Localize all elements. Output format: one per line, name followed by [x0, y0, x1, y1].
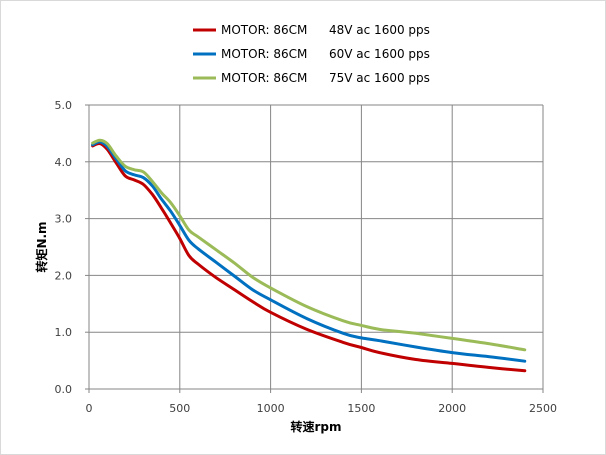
series-line-3: [91, 138, 527, 352]
legend-condition-3: 75V ac 1600 pps: [329, 71, 430, 85]
x-tick-label-5: 2500: [529, 402, 557, 415]
legend-name-1: MOTOR: 86CM: [221, 23, 307, 37]
series-line-1: [91, 142, 527, 373]
legend-name-3: MOTOR: 86CM: [221, 71, 307, 85]
axes: [85, 104, 544, 393]
y-tick-label-4: 4.0: [55, 156, 73, 169]
legend-name-2: MOTOR: 86CM: [221, 47, 307, 61]
x-tick-label-0: 0: [86, 402, 93, 415]
legend-condition-1: 48V ac 1600 pps: [329, 23, 430, 37]
series-lines: [91, 138, 527, 373]
legend-condition-2: 60V ac 1600 pps: [329, 47, 430, 61]
tick-labels: 0.0 1.0 2.0 3.0 4.0 5.0 0 500 1000 1500 2000 2500: [55, 99, 558, 415]
y-axis-title: 转矩N.m: [34, 221, 49, 272]
x-tick-label-4: 2000: [438, 402, 466, 415]
series-line-2: [91, 140, 527, 363]
y-tick-label-2: 2.0: [55, 269, 73, 282]
y-tick-label-3: 3.0: [55, 213, 73, 226]
x-axis-title: 转速rpm: [290, 419, 341, 434]
legend: MOTOR: 86CM 48V ac 1600 pps MOTOR: 86CM 60V…: [193, 23, 430, 85]
grid: [89, 104, 544, 389]
y-tick-label-5: 5.0: [55, 99, 73, 112]
y-tick-label-0: 0.0: [55, 383, 73, 396]
x-tick-label-3: 1500: [347, 402, 375, 415]
y-tick-label-1: 1.0: [55, 326, 73, 339]
x-tick-label-2: 1000: [257, 402, 285, 415]
x-tick-label-1: 500: [169, 402, 190, 415]
